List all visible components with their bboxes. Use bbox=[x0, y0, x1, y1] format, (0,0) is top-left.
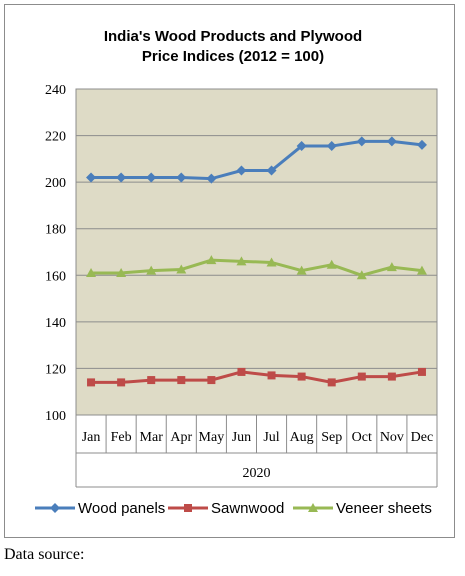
data-point-sawnwood bbox=[327, 378, 336, 387]
data-point-sawnwood bbox=[87, 378, 96, 387]
legend-label-wood-panels: Wood panels bbox=[78, 500, 165, 517]
data-point-sawnwood bbox=[357, 372, 366, 381]
data-point-veneer-sheets bbox=[416, 265, 427, 275]
data-point-veneer-sheets bbox=[326, 259, 337, 269]
x-tick-label: Oct bbox=[352, 430, 372, 445]
data-point-veneer-sheets bbox=[386, 262, 397, 272]
data-point-veneer-sheets bbox=[206, 255, 217, 265]
y-tick-label: 200 bbox=[45, 176, 66, 191]
plot-background bbox=[75, 88, 438, 416]
chart-title-line1: India's Wood Products and Plywood bbox=[104, 28, 362, 45]
legend-label-veneer-sheets: Veneer sheets bbox=[336, 500, 432, 517]
x-tick-label: Dec bbox=[411, 430, 434, 445]
x-tick-label: Jan bbox=[82, 430, 101, 445]
y-tick-label: 160 bbox=[45, 269, 66, 284]
chart-title-line2: Price Indices (2012 = 100) bbox=[142, 48, 324, 65]
y-tick-label: 220 bbox=[45, 130, 66, 145]
data-point-veneer-sheets bbox=[176, 264, 187, 274]
data-point-sawnwood bbox=[237, 367, 246, 376]
series-line-veneer-sheets bbox=[91, 258, 423, 277]
data-point-veneer-sheets bbox=[266, 257, 277, 267]
data-point-wood-panels bbox=[176, 172, 187, 183]
data-point-wood-panels bbox=[116, 172, 127, 183]
x-tick-label: Jun bbox=[232, 430, 251, 445]
x-tick-label: May bbox=[199, 430, 225, 445]
series-line-sawnwood bbox=[91, 370, 423, 384]
data-point-veneer-sheets bbox=[86, 267, 97, 277]
y-tick-label: 100 bbox=[45, 409, 66, 424]
legend-marker-wood-panels bbox=[50, 503, 60, 513]
legend-marker-sawnwood bbox=[184, 504, 192, 512]
data-point-veneer-sheets bbox=[146, 265, 157, 275]
x-tick-label: Jul bbox=[263, 430, 279, 445]
data-point-wood-panels bbox=[356, 136, 367, 147]
data-point-wood-panels bbox=[416, 139, 427, 150]
data-point-wood-panels bbox=[326, 141, 337, 152]
data-point-wood-panels bbox=[386, 136, 397, 147]
y-tick-label: 140 bbox=[45, 316, 66, 331]
data-point-veneer-sheets bbox=[116, 267, 127, 277]
data-point-wood-panels bbox=[146, 172, 157, 183]
data-point-sawnwood bbox=[207, 376, 216, 385]
data-point-veneer-sheets bbox=[236, 256, 247, 266]
y-tick-label: 120 bbox=[45, 362, 66, 377]
x-tick-label: Nov bbox=[380, 430, 404, 445]
data-point-sawnwood bbox=[417, 367, 426, 376]
data-point-wood-panels bbox=[266, 165, 277, 176]
plot-area: 100 120 140 160 180 200 220 240 Jan Feb Mar Apr May J… bbox=[45, 83, 438, 488]
legend-marker-veneer-sheets bbox=[308, 503, 318, 512]
legend-label-sawnwood: Sawnwood bbox=[211, 500, 284, 517]
x-tick-label: Apr bbox=[170, 430, 192, 445]
data-point-sawnwood bbox=[117, 378, 126, 387]
data-source-label: Data source: bbox=[4, 546, 85, 563]
chart-svg: India's Wood Products and Plywood Price … bbox=[35, 28, 438, 517]
legend: Wood panels Sawnwood Veneer sheets bbox=[35, 500, 432, 517]
data-point-veneer-sheets bbox=[356, 270, 367, 280]
x-tick-label: Feb bbox=[111, 430, 132, 445]
series-line-wood-panels bbox=[91, 139, 423, 181]
data-point-sawnwood bbox=[177, 376, 186, 385]
x-tick-label: Sep bbox=[321, 430, 342, 445]
y-tick-label: 240 bbox=[45, 83, 66, 98]
x-group-label: 2020 bbox=[243, 466, 271, 481]
data-point-wood-panels bbox=[296, 141, 307, 152]
data-point-veneer-sheets bbox=[296, 265, 307, 275]
data-point-wood-panels bbox=[236, 165, 247, 176]
x-tick-label: Aug bbox=[290, 430, 314, 445]
data-point-sawnwood bbox=[297, 372, 306, 381]
y-tick-label: 180 bbox=[45, 223, 66, 238]
x-tick-label: Mar bbox=[140, 430, 164, 445]
data-point-sawnwood bbox=[147, 376, 156, 385]
data-point-sawnwood bbox=[267, 371, 276, 380]
data-point-wood-panels bbox=[206, 173, 217, 184]
data-point-wood-panels bbox=[86, 172, 97, 183]
data-point-sawnwood bbox=[387, 372, 396, 381]
chart-frame: India's Wood Products and Plywood Price … bbox=[4, 4, 455, 538]
